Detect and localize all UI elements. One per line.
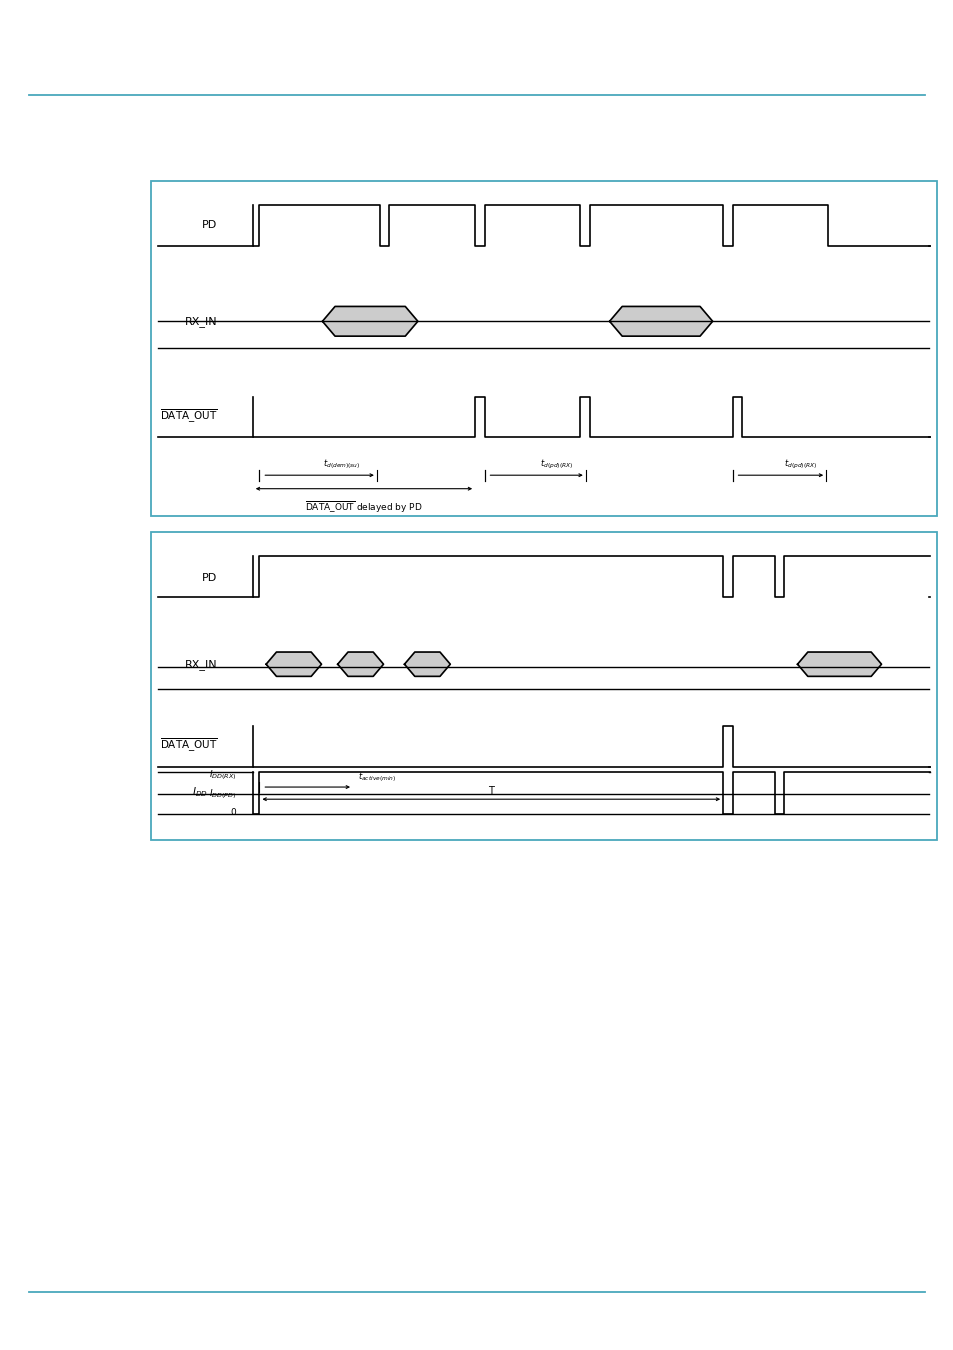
Text: RX_IN: RX_IN <box>185 659 217 670</box>
Bar <box>151 532 936 840</box>
Text: PD: PD <box>202 572 217 583</box>
Text: 0: 0 <box>231 809 236 817</box>
Bar <box>151 181 936 516</box>
Polygon shape <box>404 652 450 676</box>
Text: $I_{DD(RX)}$: $I_{DD(RX)}$ <box>209 768 236 782</box>
Polygon shape <box>337 652 383 676</box>
Text: $t_{active(min)}$: $t_{active(min)}$ <box>357 771 395 784</box>
Polygon shape <box>609 306 712 336</box>
Text: $t_{d(pd)(RX)}$: $t_{d(pd)(RX)}$ <box>539 458 573 471</box>
Text: RX_IN: RX_IN <box>185 316 217 327</box>
Text: PD: PD <box>202 220 217 231</box>
Text: $I_{DD}$: $I_{DD}$ <box>192 786 208 799</box>
Polygon shape <box>797 652 881 676</box>
Polygon shape <box>266 652 321 676</box>
Text: $I_{DD(PD)}$: $I_{DD(PD)}$ <box>209 787 236 801</box>
Text: $t_{d(dem)(su)}$: $t_{d(dem)(su)}$ <box>322 458 360 471</box>
Text: $\overline{\rm DATA\_OUT}$: $\overline{\rm DATA\_OUT}$ <box>160 408 217 424</box>
Text: $t_{d(pd)(RX)}$: $t_{d(pd)(RX)}$ <box>783 458 817 471</box>
Text: $\overline{\rm DATA\_OUT}$ delayed by PD: $\overline{\rm DATA\_OUT}$ delayed by PD <box>305 500 422 516</box>
Polygon shape <box>322 306 417 336</box>
Text: T: T <box>488 787 494 796</box>
Text: $\overline{\rm DATA\_OUT}$: $\overline{\rm DATA\_OUT}$ <box>160 737 217 753</box>
